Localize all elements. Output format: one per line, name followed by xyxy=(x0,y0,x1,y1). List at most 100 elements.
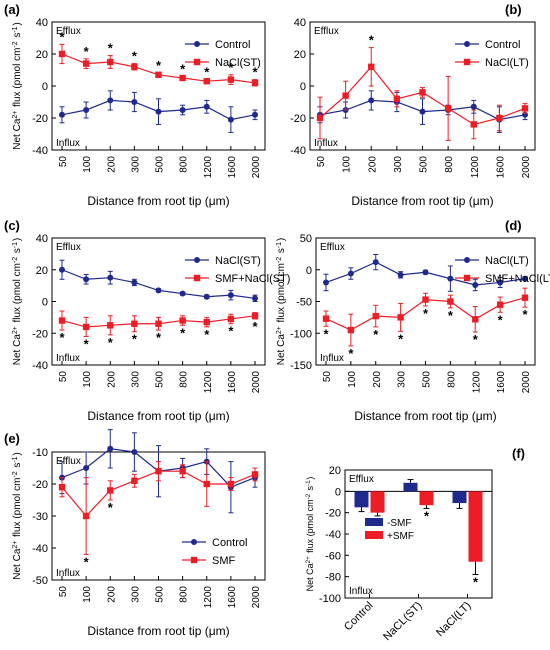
significance-star: * xyxy=(348,346,354,361)
x-tick-label: 100 xyxy=(347,371,358,388)
significance-star: * xyxy=(423,306,429,321)
data-point xyxy=(107,97,114,104)
bar xyxy=(452,491,467,504)
data-point xyxy=(131,320,138,327)
data-point xyxy=(522,275,528,282)
significance-star: * xyxy=(424,508,430,523)
x-axis-label: Distance from root tip (μm) xyxy=(87,409,229,423)
x-axis-label: Distance from root tip (μm) xyxy=(87,624,229,638)
data-point xyxy=(521,105,529,112)
data-point xyxy=(58,484,66,491)
y-axis-label: Net Ca2+ flux (pmol cm-2 s-1 ) xyxy=(12,22,24,150)
data-point xyxy=(347,270,354,277)
y-tick-label: -40 xyxy=(32,360,48,372)
y-tick-label: -60 xyxy=(325,550,341,562)
data-point xyxy=(368,97,375,104)
bar xyxy=(370,491,385,513)
y-tick-label: -30 xyxy=(32,511,48,523)
x-tick-label: 800 xyxy=(179,586,190,603)
influx-note: Influx xyxy=(349,586,373,597)
y-tick-label: -100 xyxy=(319,593,341,605)
data-point xyxy=(179,74,186,82)
data-point xyxy=(316,114,324,122)
y-axis-label: Net Ca2+ flux (pmol cm-2 s-1 ) xyxy=(12,452,24,580)
data-point xyxy=(203,103,210,110)
x-tick-label: 500 xyxy=(155,156,166,173)
data-point xyxy=(496,301,504,308)
y-tick-label: 40 xyxy=(36,233,48,245)
legend-label: Control xyxy=(215,39,250,51)
data-point xyxy=(131,99,138,105)
x-tick-label: 500 xyxy=(422,371,433,388)
legend-label: NaCl(ST) xyxy=(215,255,261,267)
data-point xyxy=(419,89,426,96)
y-tick-label: -10 xyxy=(32,447,48,459)
significance-star: * xyxy=(398,331,404,346)
x-tick-label: 500 xyxy=(155,586,166,603)
efflux-note: Efflux xyxy=(56,242,81,253)
data-point xyxy=(107,487,114,494)
significance-star: * xyxy=(228,60,234,75)
x-tick-label: 1600 xyxy=(227,371,238,394)
x-tick-label: 1600 xyxy=(496,371,507,394)
x-tick-label: 200 xyxy=(367,156,378,173)
panel-label: (a) xyxy=(4,2,20,17)
significance-star: * xyxy=(473,332,479,347)
y-tick-label: 20 xyxy=(329,465,341,477)
significance-star: * xyxy=(156,58,162,73)
data-point xyxy=(496,114,503,122)
significance-star: * xyxy=(59,29,65,44)
x-tick-label: NaCl(LT) xyxy=(434,600,473,639)
efflux-note: Efflux xyxy=(56,26,81,37)
significance-star: * xyxy=(84,554,90,569)
significance-star: * xyxy=(108,335,114,350)
significance-star: * xyxy=(84,44,90,59)
y-tick-label: -50 xyxy=(296,297,312,309)
data-point xyxy=(342,92,349,99)
x-tick-label: 1600 xyxy=(227,586,238,609)
x-tick-label: 1200 xyxy=(203,371,214,394)
panel-label: (b) xyxy=(505,2,522,17)
data-point xyxy=(131,449,138,455)
legend-marker xyxy=(190,556,198,564)
x-tick-label: 100 xyxy=(82,371,93,388)
influx-note: Influx xyxy=(320,353,344,364)
x-tick-label: 1200 xyxy=(203,586,214,609)
legend-label: Control xyxy=(212,537,247,549)
data-point xyxy=(323,279,329,286)
bar xyxy=(468,491,483,562)
y-tick-label: 0 xyxy=(306,265,312,277)
legend-label: SMF+NaCl(ST) xyxy=(215,273,290,285)
data-point xyxy=(251,79,259,86)
y-tick-label: 40 xyxy=(294,17,306,29)
data-point xyxy=(58,50,66,58)
data-point xyxy=(179,107,186,113)
data-point xyxy=(155,468,162,475)
efflux-note: Efflux xyxy=(314,26,339,37)
legend-label: +SMF xyxy=(387,531,414,542)
influx-note: Influx xyxy=(56,568,80,579)
data-point xyxy=(252,295,258,302)
data-point xyxy=(252,111,258,118)
data-point xyxy=(107,445,114,452)
y-tick-label: 50 xyxy=(300,233,312,245)
y-tick-label: -20 xyxy=(32,328,48,340)
y-tick-label: 20 xyxy=(294,49,306,61)
significance-star: * xyxy=(252,65,258,80)
x-tick-label: 300 xyxy=(130,586,141,603)
data-point xyxy=(58,317,66,324)
legend-label: NaCl(LT) xyxy=(485,255,529,267)
efflux-note: Efflux xyxy=(349,474,374,485)
significance-star: * xyxy=(156,330,162,345)
data-point xyxy=(82,60,90,67)
data-point xyxy=(179,468,186,475)
y-tick-label: 20 xyxy=(36,49,48,61)
x-tick-label: 1600 xyxy=(495,156,506,179)
data-point xyxy=(368,63,375,70)
x-tick-label: 100 xyxy=(82,586,93,603)
significance-star: * xyxy=(373,327,379,342)
data-point xyxy=(59,266,65,273)
data-point xyxy=(82,512,90,520)
x-tick-label: 1200 xyxy=(470,156,481,179)
data-point xyxy=(83,465,90,471)
